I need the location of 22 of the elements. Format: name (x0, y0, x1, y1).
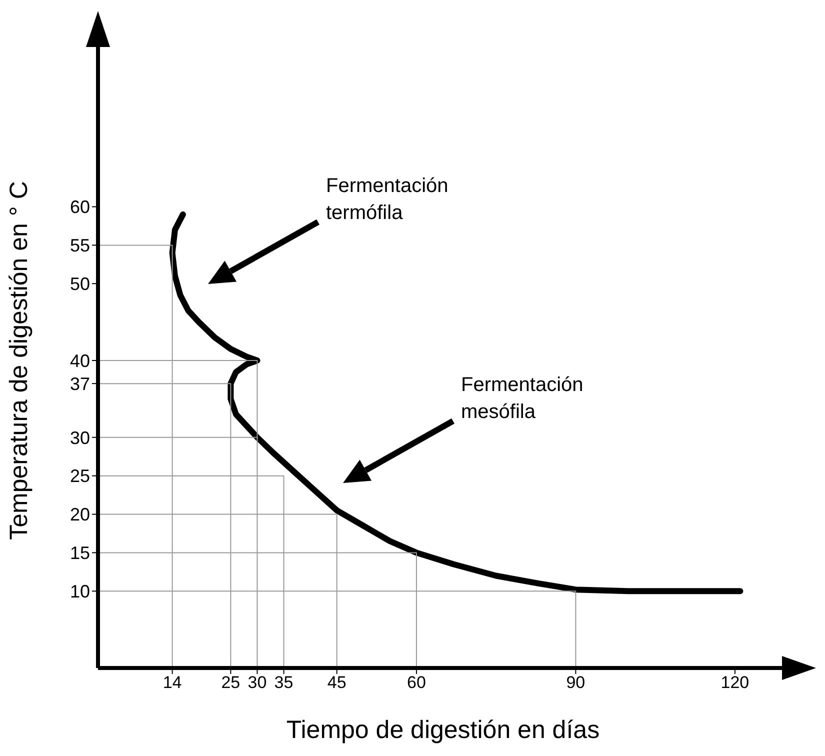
y-tick-label: 55 (70, 236, 90, 256)
y-tick-label: 60 (70, 197, 90, 218)
y-tick-label: 10 (70, 582, 90, 602)
x-tick-label: 60 (407, 673, 426, 692)
x-tick-label: 45 (327, 673, 346, 692)
annotation: Fermentación termófila (326, 175, 448, 224)
y-axis-title: Temperatura de digestión en ° C (4, 181, 33, 540)
y-tick-label: 25 (70, 466, 90, 486)
x-tick-label: 25 (221, 673, 240, 692)
x-tick-label: 14 (162, 673, 182, 692)
x-axis-title: Tiempo de digestión en días (286, 716, 600, 744)
annotation: Fermentación mesófila (461, 374, 584, 423)
y-tick-label: 40 (70, 350, 90, 371)
y-tick-label: 50 (70, 274, 90, 294)
x-tick-label: 120 (720, 673, 750, 692)
x-tick-label: 35 (274, 673, 294, 692)
x-tick-label: 30 (248, 673, 267, 692)
y-tick-label: 30 (70, 428, 90, 448)
y-tick-label: 15 (70, 543, 90, 564)
y-tick-label: 20 (70, 504, 90, 525)
y-tick-label: 37 (70, 374, 90, 394)
x-tick-label: 90 (566, 673, 586, 692)
